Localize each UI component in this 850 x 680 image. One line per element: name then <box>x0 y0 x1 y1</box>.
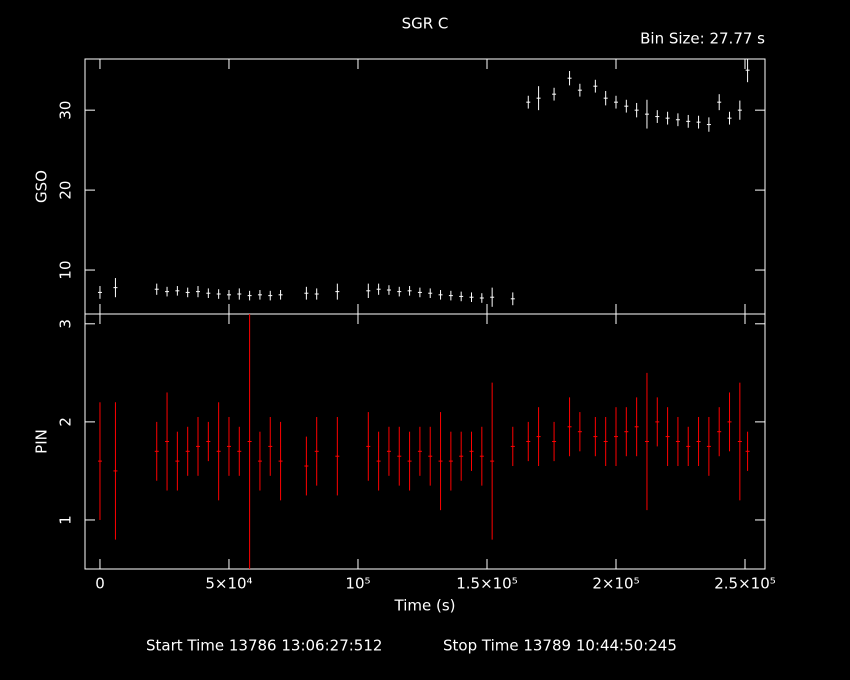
y-tick-label: 3 <box>57 319 75 329</box>
series <box>97 59 750 307</box>
start-time: Start Time 13786 13:06:27:512 <box>146 637 382 655</box>
y-tick-label: 20 <box>57 181 75 200</box>
y-axis-label: GSO <box>33 170 51 203</box>
x-tick-label: 2.5×10⁵ <box>714 575 776 593</box>
stop-time: Stop Time 13789 10:44:50:245 <box>443 637 677 655</box>
y-tick-label: 1 <box>57 515 75 525</box>
y-tick-label: 30 <box>57 101 75 120</box>
bin-size: Bin Size: 27.77 s <box>640 30 765 48</box>
chart-title: SGR C <box>402 15 449 33</box>
x-tick-label: 1.5×10⁵ <box>456 575 518 593</box>
x-tick-label: 5×10⁴ <box>205 575 252 593</box>
x-tick-label: 2×10⁵ <box>592 575 639 593</box>
series <box>97 314 750 569</box>
x-axis-label: Time (s) <box>394 597 456 615</box>
y-axis-label: PIN <box>33 429 51 454</box>
x-tick-label: 0 <box>95 575 105 593</box>
y-tick-label: 10 <box>57 260 75 279</box>
panel-frame <box>84 58 766 315</box>
y-tick-label: 2 <box>57 417 75 427</box>
x-tick-label: 10⁵ <box>345 575 370 593</box>
panel-frame <box>84 313 766 570</box>
